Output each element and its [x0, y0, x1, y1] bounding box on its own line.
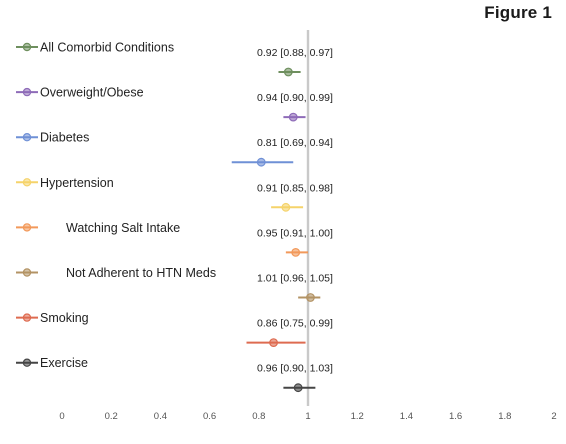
point-estimate-smoking: [269, 338, 278, 348]
legend: All Comorbid Conditions Overweight/Obese D…: [16, 41, 216, 370]
point-estimate-not-adherent-to-htn-meds: [306, 293, 315, 302]
x-tick-label: 2: [551, 411, 556, 422]
legend-swatch-marker-exercise: [22, 358, 32, 367]
point-estimate-all-comorbid-conditions: [283, 67, 293, 77]
figure-label: Figure 1: [484, 3, 552, 22]
x-tick-label: 0.8: [252, 411, 265, 422]
ci-label-diabetes: 0.81 [0.69, 0.94]: [257, 137, 333, 149]
point-estimate-watching-salt-intake: [291, 247, 301, 257]
legend-swatch-marker-watching-salt-intake: [22, 223, 32, 232]
x-axis: 0 0.2 0.4 0.6 0.8 1 1.2 1.4 1.6 1.8 2: [59, 411, 556, 422]
x-tick-label: 1.8: [498, 411, 511, 422]
ci-label-watching-salt-intake: 0.95 [0.91, 1.00]: [257, 227, 333, 239]
legend-swatch-marker-not-adherent-to-htn-meds: [22, 268, 32, 277]
x-tick-label: 0.6: [203, 411, 216, 422]
legend-label-diabetes: Diabetes: [40, 131, 89, 145]
point-estimate-overweight-obese: [288, 112, 298, 122]
ci-label-overweight-obese: 0.94 [0.90, 0.99]: [257, 92, 333, 104]
legend-swatch-marker-smoking: [22, 313, 32, 322]
x-tick-label: 1: [305, 411, 310, 422]
ci-label-exercise: 0.96 [0.90, 1.03]: [257, 363, 333, 375]
legend-label-not-adherent-to-htn-meds: Not Adherent to HTN Meds: [66, 266, 216, 280]
x-tick-label: 1.4: [400, 411, 413, 422]
point-estimate-exercise: [293, 383, 303, 393]
legend-label-smoking: Smoking: [40, 311, 89, 325]
legend-label-hypertension: Hypertension: [40, 176, 114, 190]
legend-swatch-marker-all-comorbid-conditions: [22, 42, 32, 52]
x-tick-label: 0.4: [154, 411, 167, 422]
x-tick-label: 0.2: [105, 411, 118, 422]
legend-label-exercise: Exercise: [40, 356, 88, 370]
legend-label-overweight-obese: Overweight/Obese: [40, 86, 144, 100]
point-estimate-diabetes: [256, 157, 266, 167]
ci-label-all-comorbid-conditions: 0.92 [0.88, 0.97]: [257, 47, 333, 59]
point-estimate-hypertension: [281, 202, 291, 212]
legend-swatch-marker-hypertension: [22, 178, 32, 187]
legend-swatch-marker-overweight-obese: [22, 87, 32, 97]
legend-label-watching-salt-intake: Watching Salt Intake: [66, 221, 180, 235]
legend-label-all-comorbid-conditions: All Comorbid Conditions: [40, 41, 174, 55]
ci-label-smoking: 0.86 [0.75, 0.99]: [257, 318, 333, 330]
x-tick-label: 1.6: [449, 411, 462, 422]
x-tick-label: 1.2: [351, 411, 364, 422]
ci-label-not-adherent-to-htn-meds: 1.01 [0.96, 1.05]: [257, 273, 333, 285]
plot-marks: 0.92 [0.88, 0.97] 0.94 [0.90, 0.99] 0.81 […: [231, 47, 333, 393]
x-tick-label: 0: [59, 411, 64, 422]
legend-swatch-marker-diabetes: [22, 132, 32, 142]
ci-label-hypertension: 0.91 [0.85, 0.98]: [257, 182, 333, 194]
